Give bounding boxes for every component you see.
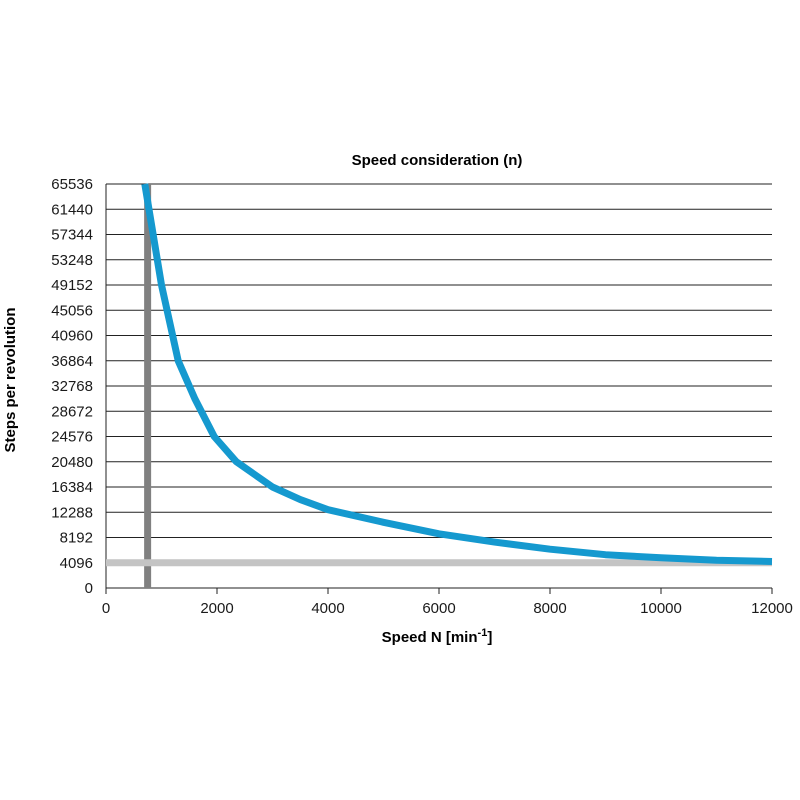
x-axis-label-end: ] — [487, 629, 492, 646]
x-tick-label: 6000 — [422, 600, 455, 617]
y-tick-label: 61440 — [51, 201, 93, 218]
gridlines — [105, 183, 772, 589]
y-tick-label: 24576 — [51, 429, 93, 446]
y-tick-label: 40960 — [51, 328, 93, 345]
series-line-0 — [141, 183, 773, 565]
x-tick-label: 8000 — [533, 600, 566, 617]
y-tick-label: 0 — [85, 580, 93, 597]
y-tick-labels: 0 4096 8192 12288 16384 20480 24576 28672 32768 3… — [51, 176, 93, 597]
y-tick-label: 36864 — [51, 353, 93, 370]
y-tick-label: 32768 — [51, 378, 93, 395]
y-tick-label: 57344 — [51, 227, 93, 244]
x-tick-labels: 0 2000 4000 6000 8000 10000 12000 — [102, 588, 793, 617]
y-tick-label: 45056 — [51, 302, 93, 319]
y-tick-label: 16384 — [51, 479, 93, 496]
y-tick-label: 12288 — [51, 504, 93, 521]
y-tick-label: 4096 — [60, 555, 93, 572]
x-tick-label: 12000 — [751, 600, 793, 617]
y-tick-label: 53248 — [51, 252, 93, 269]
series-layer — [141, 183, 773, 565]
x-axis-label-unit-exponent: -1 — [478, 627, 488, 639]
x-tick-label: 4000 — [311, 600, 344, 617]
x-axis-label-main: Speed N [min — [382, 629, 478, 646]
y-tick-label: 20480 — [51, 454, 93, 471]
x-tick-label: 2000 — [200, 600, 233, 617]
y-axis-label: Steps per revolution — [2, 307, 19, 452]
y-tick-label: 65536 — [51, 176, 93, 193]
reference-lines — [106, 184, 772, 588]
x-tick-label: 10000 — [640, 600, 682, 617]
y-tick-label: 8192 — [60, 530, 93, 547]
y-tick-label: 49152 — [51, 277, 93, 294]
x-tick-label: 0 — [102, 600, 110, 617]
y-tick-label: 28672 — [51, 403, 93, 420]
x-axis-label: Speed N [min-1] — [382, 627, 493, 646]
chart-title: Speed consideration (n) — [352, 152, 523, 169]
